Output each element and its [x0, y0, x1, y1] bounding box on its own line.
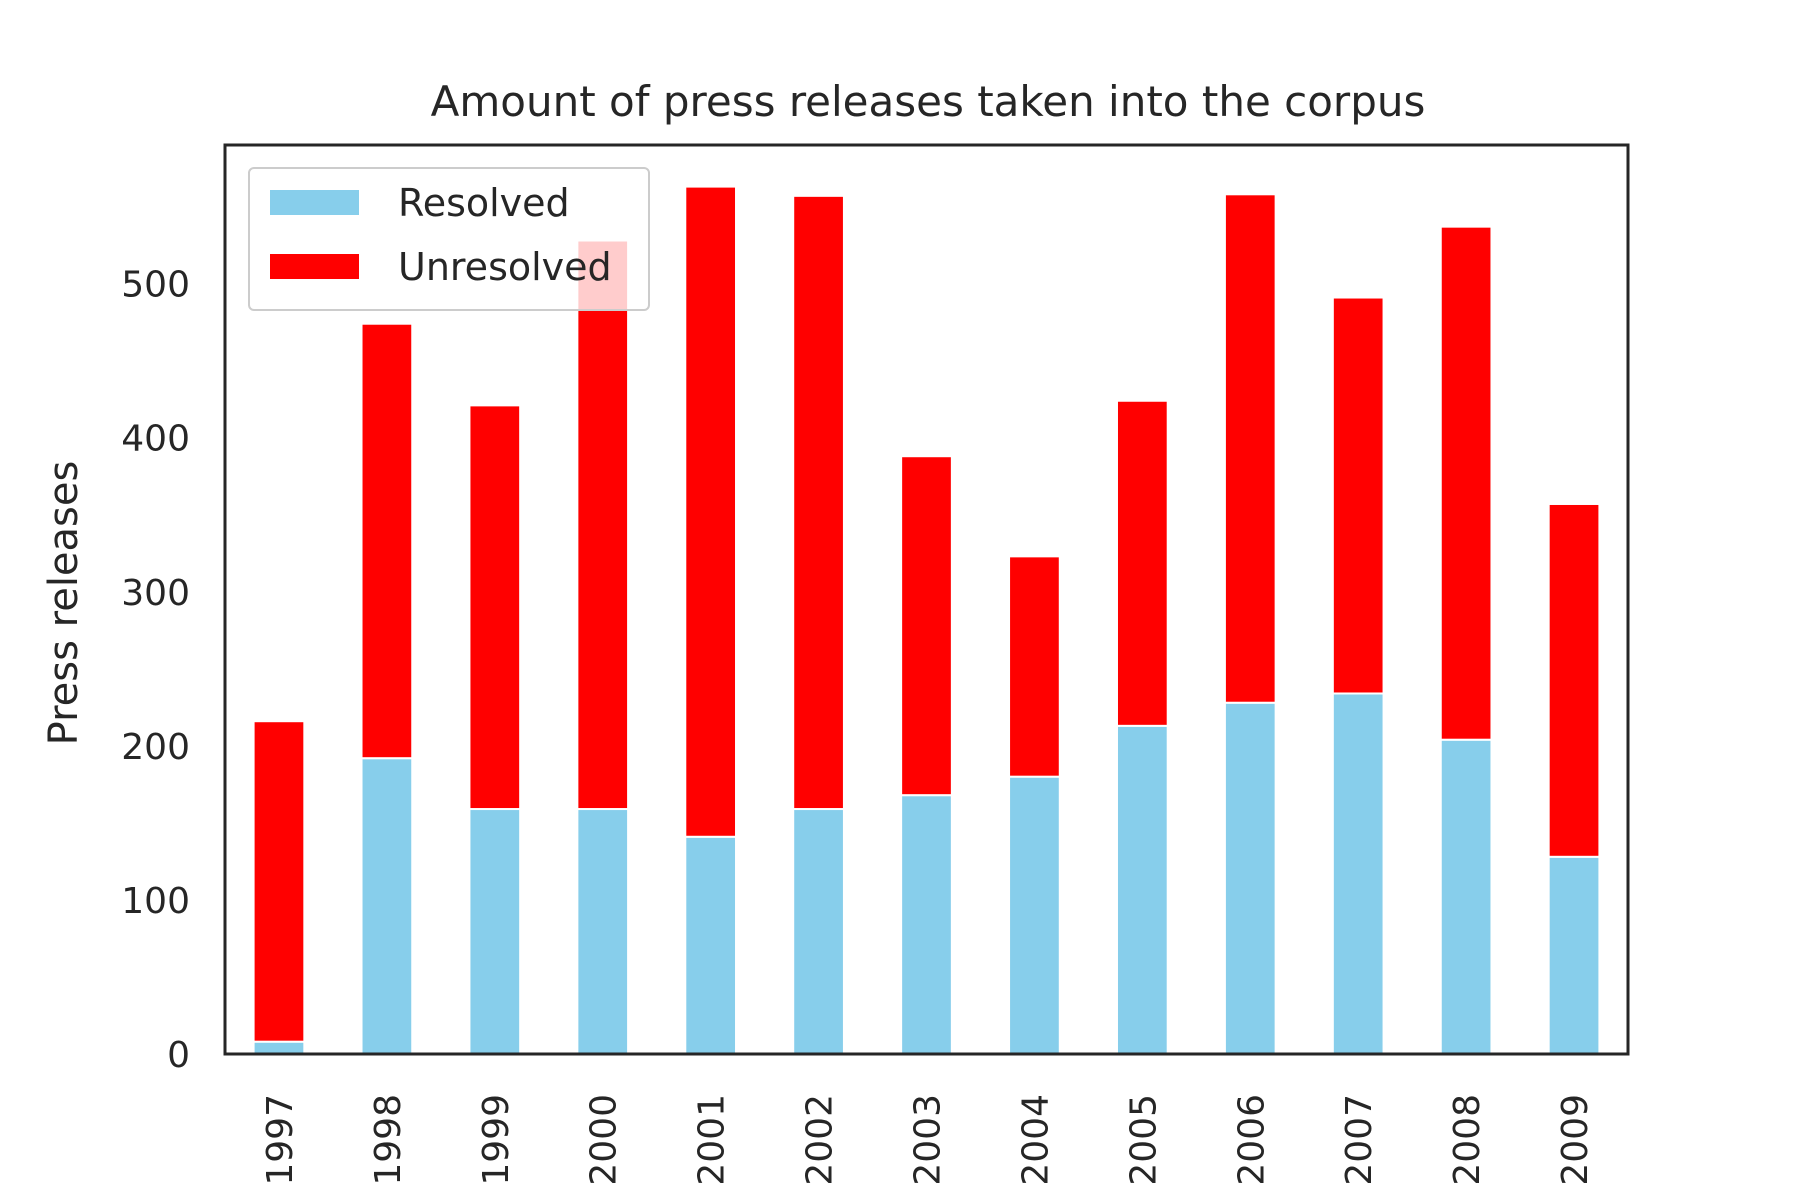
bar-resolved-2007 — [1331, 692, 1385, 1056]
bar-unresolved-2005 — [1115, 399, 1169, 727]
y-ticks-group: 0 100 200 300 400 500 — [121, 265, 190, 1076]
y-tick-label: 200 — [121, 727, 190, 768]
plot-frame — [223, 143, 1630, 1056]
legend-label-resolved: Resolved — [398, 181, 570, 225]
legend: Resolved Unresolved — [248, 167, 650, 311]
legend-label-unresolved: Unresolved — [398, 245, 612, 289]
bar-unresolved-2008 — [1439, 225, 1493, 741]
x-tick-label: 1998 — [368, 1094, 409, 1186]
y-tick-label: 500 — [121, 265, 190, 306]
bars-group — [252, 185, 1601, 1056]
x-tick-label: 2007 — [1339, 1094, 1380, 1186]
y-axis-label: Press releases — [41, 461, 87, 746]
x-tick-label: 2003 — [908, 1094, 949, 1186]
bar-unresolved-2004 — [1008, 555, 1061, 778]
bar-unresolved-1999 — [468, 404, 522, 811]
legend-swatch-unresolved — [270, 254, 359, 279]
bar-unresolved-2009 — [1547, 502, 1601, 858]
bar-resolved-2008 — [1439, 738, 1493, 1056]
bar-resolved-2006 — [1223, 701, 1277, 1055]
legend-swatch-resolved — [270, 190, 359, 215]
bar-unresolved-2002 — [792, 194, 845, 811]
x-tick-label: 2009 — [1555, 1094, 1596, 1186]
bar-unresolved-2006 — [1223, 193, 1277, 704]
bar-unresolved-2007 — [1331, 296, 1385, 695]
bar-resolved-2001 — [684, 835, 738, 1055]
bar-resolved-2005 — [1115, 724, 1169, 1055]
y-tick-label: 0 — [167, 1035, 190, 1076]
bar-unresolved-1997 — [252, 720, 306, 1043]
bar-resolved-1998 — [360, 757, 414, 1055]
y-tick-label: 300 — [121, 573, 190, 614]
x-tick-label: 2002 — [800, 1094, 841, 1186]
x-tick-label: 2008 — [1447, 1094, 1488, 1186]
x-ticks-group: 1997 1998 1999 2000 2001 2002 2003 2004 2005 2006… — [260, 1094, 1596, 1186]
bar-resolved-2002 — [792, 808, 845, 1056]
bar-resolved-1997 — [252, 1040, 306, 1055]
bar-resolved-2000 — [576, 808, 630, 1056]
bar-resolved-2003 — [900, 794, 953, 1055]
y-tick-label: 400 — [121, 419, 190, 460]
x-tick-label: 2004 — [1015, 1094, 1056, 1186]
bar-resolved-1999 — [468, 808, 522, 1056]
bar-unresolved-1998 — [360, 322, 414, 760]
bar-unresolved-2000 — [576, 239, 630, 811]
y-tick-label: 100 — [121, 881, 190, 922]
bar-resolved-2004 — [1008, 775, 1061, 1055]
bar-unresolved-2003 — [900, 455, 953, 797]
x-tick-label: 2001 — [692, 1094, 733, 1186]
x-tick-label: 2000 — [584, 1094, 625, 1186]
chart-title: Amount of press releases taken into the … — [431, 77, 1426, 126]
x-tick-label: 1999 — [476, 1094, 517, 1186]
bar-resolved-2009 — [1547, 855, 1601, 1055]
bar-unresolved-2001 — [684, 185, 738, 838]
x-tick-label: 1997 — [260, 1094, 301, 1186]
x-tick-label: 2006 — [1231, 1094, 1272, 1186]
x-tick-label: 2005 — [1123, 1094, 1164, 1186]
